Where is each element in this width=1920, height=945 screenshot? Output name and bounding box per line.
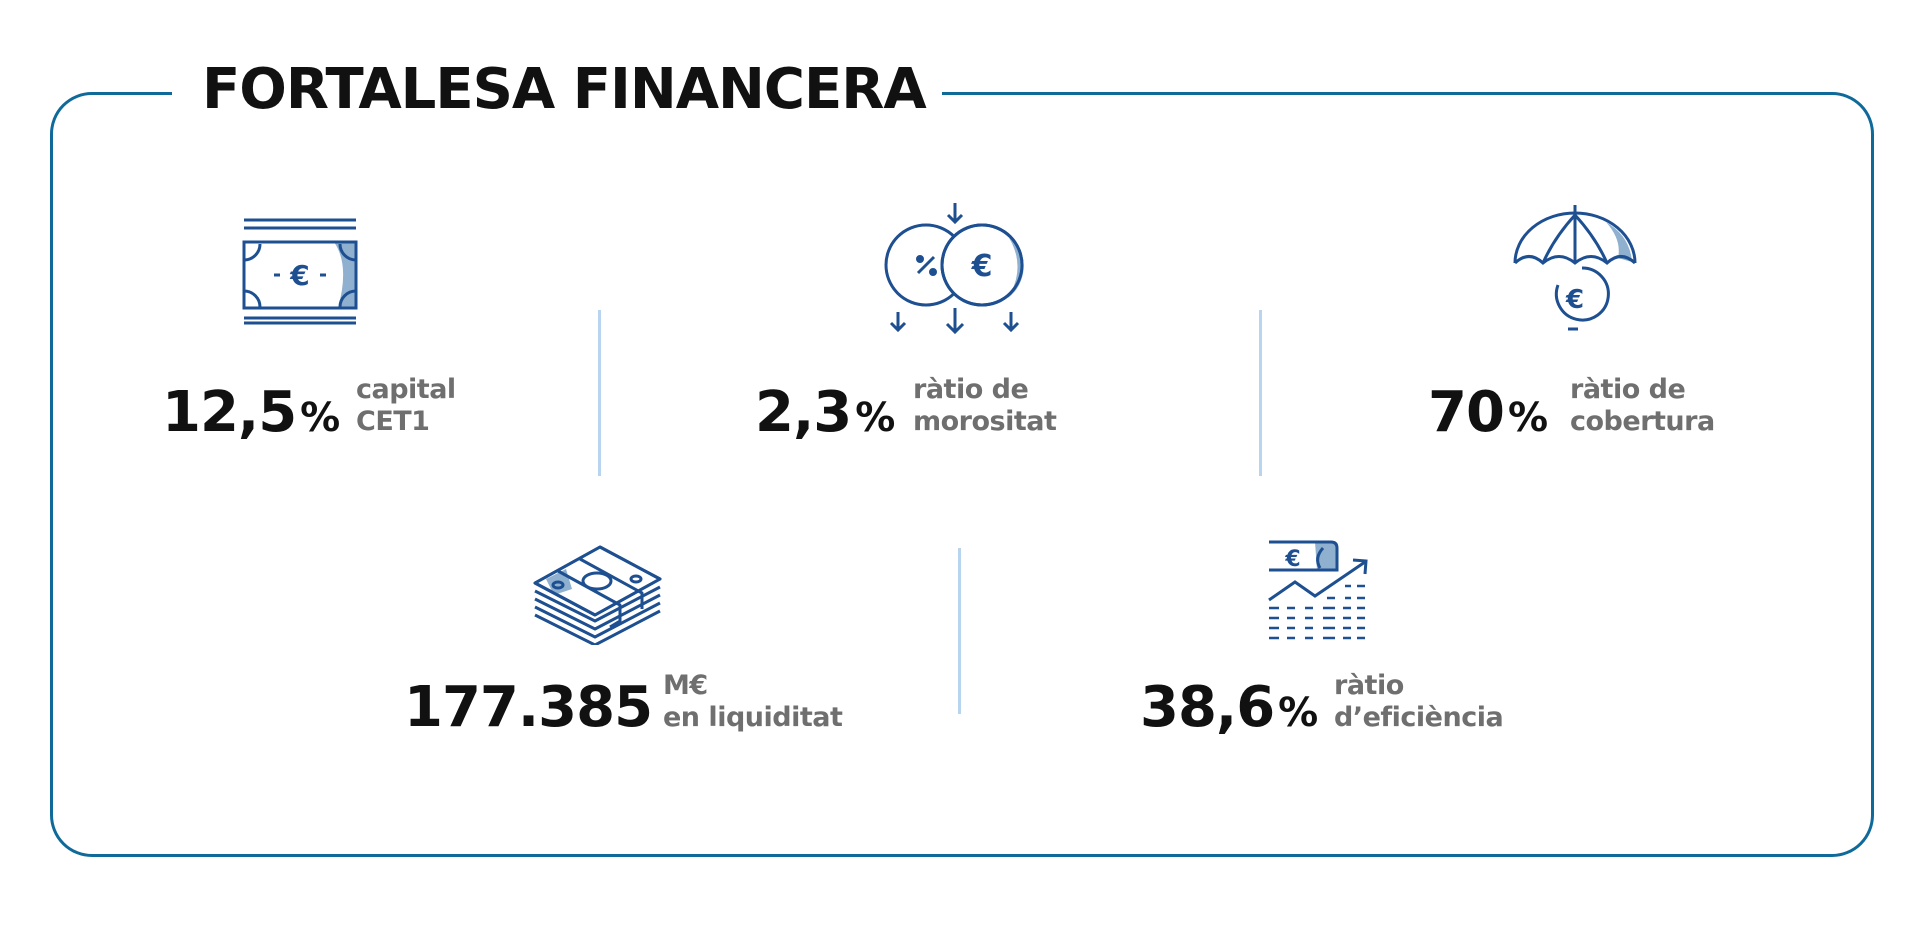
- title-gap: [172, 70, 942, 110]
- divider: [1259, 310, 1262, 476]
- page-title: FORTALESA FINANCERA: [202, 57, 927, 122]
- stat-number: 38,6: [1140, 675, 1275, 740]
- stat-label-line1: ràtio de: [1570, 374, 1686, 405]
- chart-growth-euro-icon: €: [1268, 540, 1368, 640]
- stat-label: ràtio de morositat: [913, 374, 1057, 438]
- banknote-stack-icon: [533, 545, 662, 645]
- umbrella-euro-icon: €: [1513, 205, 1637, 331]
- stat-value: 38,6%: [1140, 680, 1318, 736]
- stat-label-line2: en liquiditat: [663, 702, 843, 733]
- stat-unit: %: [1507, 395, 1549, 441]
- svg-text:€: €: [1565, 285, 1584, 315]
- stat-number: 12,5: [162, 380, 297, 445]
- stat-unit: %: [300, 395, 341, 441]
- stat-value: 177.385: [404, 680, 656, 736]
- stat-label: ràtio d’eficiència: [1334, 670, 1504, 734]
- content-frame: [50, 92, 1874, 857]
- stat-label-line1: ràtio: [1334, 670, 1404, 701]
- stat-label-line1: capital: [356, 374, 456, 405]
- stat-label-line2: morositat: [913, 406, 1057, 437]
- divider: [598, 310, 601, 476]
- stat-label-line2: cobertura: [1570, 406, 1715, 437]
- banknote-icon: €: [242, 218, 358, 325]
- stat-unit: %: [855, 395, 896, 441]
- svg-text:€: €: [971, 249, 993, 284]
- stat-label: M€ en liquiditat: [663, 670, 843, 734]
- stat-label-line2: CET1: [356, 406, 430, 437]
- stat-value: 70%: [1428, 385, 1548, 441]
- divider: [958, 548, 961, 714]
- stat-label-line1: M€: [663, 670, 708, 701]
- svg-text:€: €: [289, 259, 309, 292]
- stat-label-line1: ràtio de: [913, 374, 1029, 405]
- stat-value: 12,5%: [162, 385, 340, 441]
- coins-percent-euro-icon: €: [884, 203, 1024, 335]
- stat-label: ràtio de cobertura: [1570, 374, 1715, 438]
- stat-number: 177.385: [404, 675, 653, 740]
- svg-text:€: €: [1284, 547, 1300, 572]
- stat-unit: %: [1278, 690, 1319, 736]
- stat-label: capital CET1: [356, 374, 456, 438]
- stat-number: 70: [1428, 380, 1505, 445]
- stat-value: 2,3%: [755, 385, 895, 441]
- stat-label-line2: d’eficiència: [1334, 702, 1504, 733]
- stat-number: 2,3: [755, 380, 852, 445]
